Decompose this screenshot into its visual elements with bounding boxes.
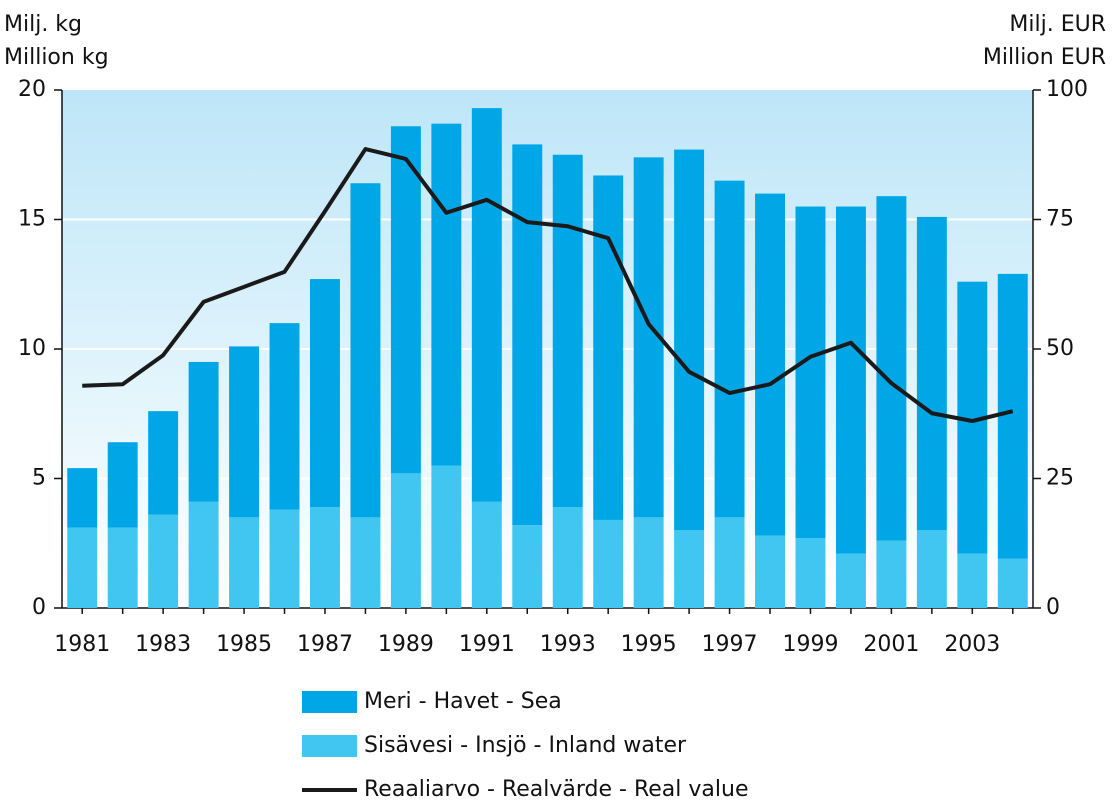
- bar: [593, 175, 624, 520]
- bar: [471, 108, 502, 502]
- bar: [916, 530, 947, 608]
- bar: [67, 527, 98, 608]
- bar: [512, 525, 543, 608]
- bar: [957, 553, 988, 608]
- x-tick-label: 1985: [216, 632, 272, 657]
- bar: [471, 501, 502, 608]
- bar: [229, 517, 260, 608]
- x-tick-label: 1999: [782, 632, 838, 657]
- y2-axis-label: Million EUR: [983, 45, 1106, 70]
- legend-swatch: [302, 691, 357, 713]
- bar: [876, 196, 907, 541]
- bar: [835, 553, 866, 608]
- bar: [876, 540, 907, 608]
- bar: [350, 517, 381, 608]
- bar: [269, 323, 300, 510]
- bar: [512, 144, 543, 526]
- bar: [188, 501, 219, 608]
- bar: [633, 517, 664, 608]
- bar: [997, 273, 1028, 559]
- bar: [714, 517, 745, 608]
- x-tick-label: 1995: [621, 632, 677, 657]
- y2-tick-label: 50: [1046, 336, 1074, 361]
- bar: [835, 206, 866, 554]
- y-tick-label: 15: [18, 207, 46, 232]
- y2-axis-label: Milj. EUR: [1009, 12, 1106, 37]
- bar: [795, 538, 826, 608]
- bar: [148, 514, 179, 608]
- y-axis-label: Milj. kg: [4, 12, 82, 37]
- bar: [107, 442, 138, 528]
- x-tick-label: 1987: [297, 632, 353, 657]
- bar: [714, 180, 745, 518]
- bar: [67, 468, 98, 528]
- bar: [188, 361, 219, 502]
- x-tick-label: 1983: [135, 632, 191, 657]
- bar: [755, 535, 785, 608]
- y-axis-label: Million kg: [4, 45, 109, 70]
- legend-label: Sisävesi - Insjö - Inland water: [364, 733, 687, 758]
- bar: [107, 527, 138, 608]
- bar: [229, 346, 260, 518]
- bar: [431, 123, 462, 466]
- bar: [148, 411, 179, 515]
- y-tick-label: 10: [18, 336, 46, 361]
- x-tick-label: 1997: [702, 632, 758, 657]
- y2-tick-label: 25: [1046, 466, 1074, 491]
- x-tick-label: 1989: [378, 632, 434, 657]
- bar: [552, 506, 583, 608]
- bar: [674, 149, 705, 531]
- y-tick-label: 5: [32, 466, 46, 491]
- bar: [552, 154, 583, 507]
- bar: [310, 506, 340, 608]
- bar: [755, 193, 785, 536]
- y2-tick-label: 0: [1046, 595, 1060, 620]
- bar: [390, 473, 421, 608]
- x-tick-label: 1991: [459, 632, 515, 657]
- bar: [350, 183, 381, 518]
- y2-tick-label: 100: [1046, 77, 1088, 102]
- bar: [997, 558, 1028, 608]
- legend-label: Meri - Havet - Sea: [364, 689, 562, 714]
- bar: [269, 509, 300, 608]
- bar: [593, 519, 624, 608]
- x-tick-label: 1981: [54, 632, 110, 657]
- x-tick-label: 1993: [540, 632, 596, 657]
- line: [82, 147, 1014, 424]
- bar: [795, 206, 826, 539]
- bar: [390, 126, 421, 474]
- bar: [431, 465, 462, 608]
- legend-swatch: [302, 735, 357, 757]
- bar: [916, 216, 947, 531]
- legend-label: Reaaliarvo - Realvärde - Real value: [364, 777, 748, 802]
- y2-tick-label: 75: [1046, 207, 1074, 232]
- bar: [674, 530, 705, 608]
- bar: [310, 279, 340, 507]
- y-tick-label: 20: [18, 77, 46, 102]
- x-tick-label: 2003: [944, 632, 1000, 657]
- y-tick-label: 0: [32, 595, 46, 620]
- x-tick-label: 2001: [863, 632, 919, 657]
